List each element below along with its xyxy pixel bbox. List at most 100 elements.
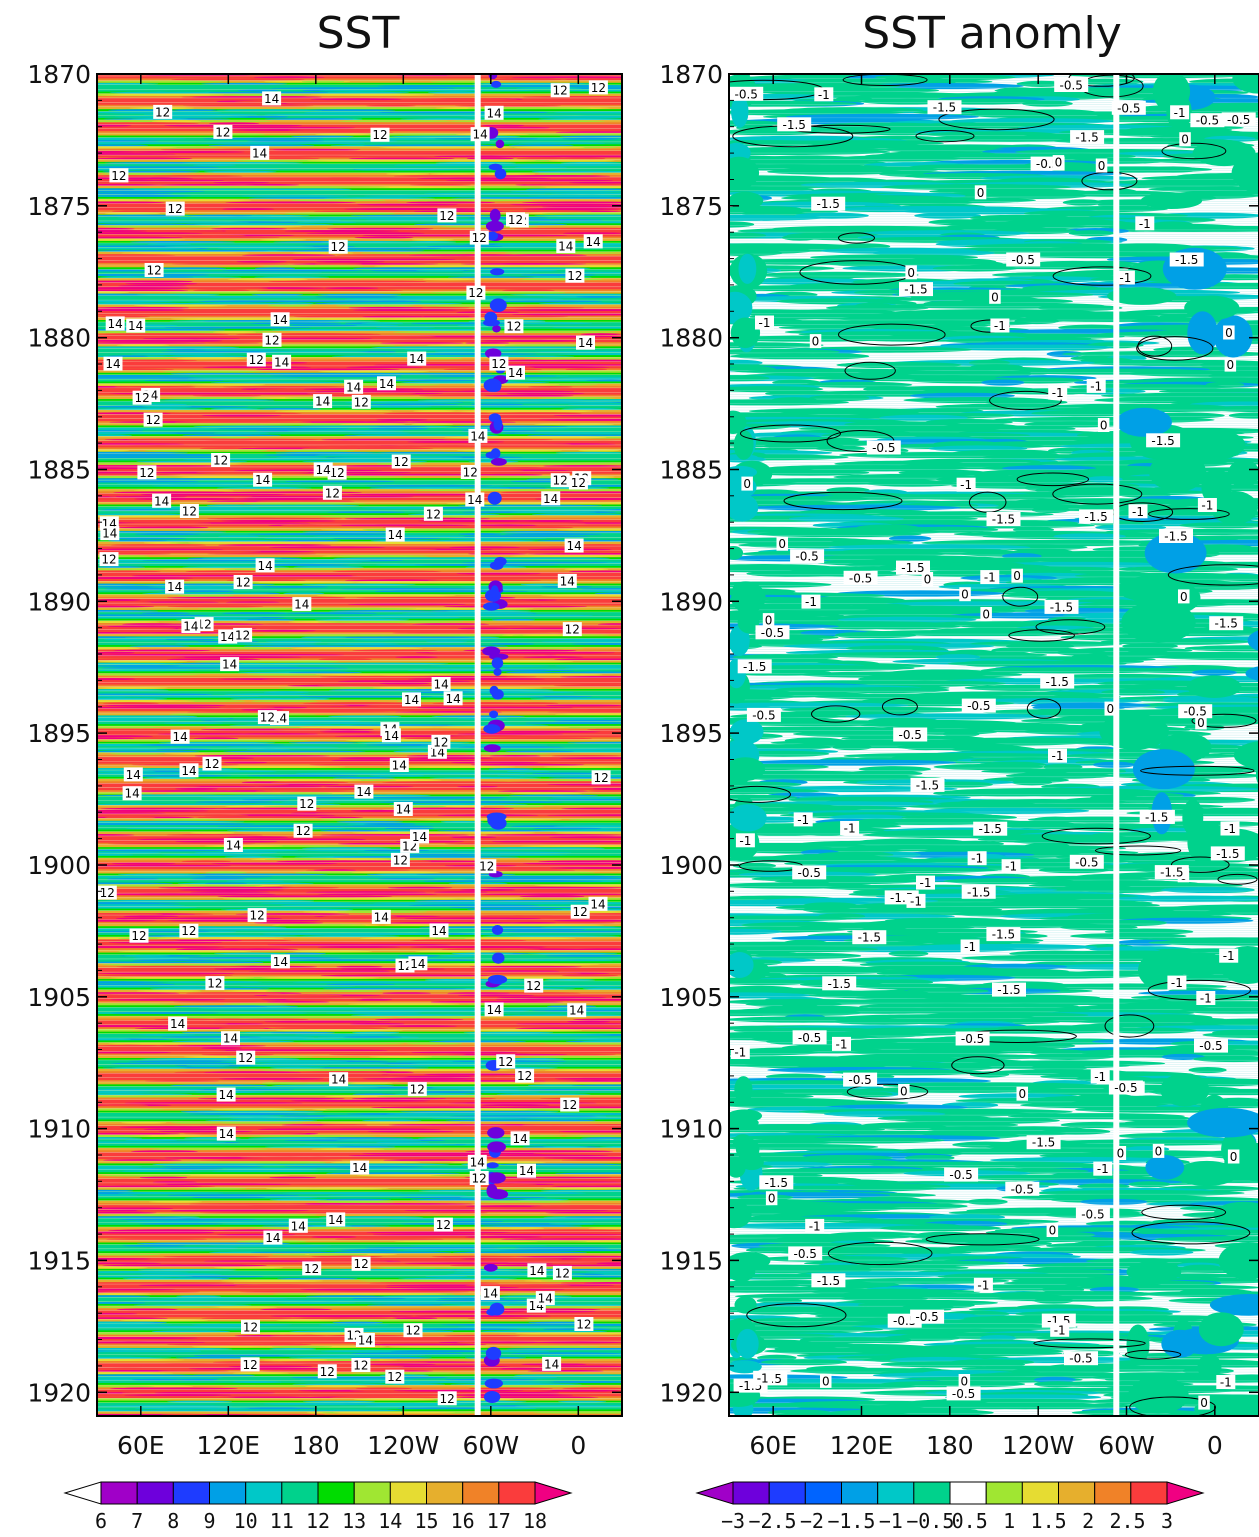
sst-blob	[469, 625, 564, 628]
sst-blob	[301, 80, 345, 83]
anomaly-patch	[729, 232, 767, 239]
sst-blob	[210, 381, 349, 384]
sst-blob	[426, 640, 467, 643]
contour-label: 14	[527, 1263, 547, 1278]
sst-blob	[512, 1376, 558, 1379]
sst-blob	[97, 882, 173, 885]
sst-blob	[332, 776, 395, 779]
y-tick-label: 1880	[27, 324, 91, 353]
contour-label-text: 14	[586, 235, 601, 249]
sst-blob	[293, 566, 351, 569]
colorbar-label: 14	[378, 1509, 402, 1533]
sst-blob	[97, 706, 221, 709]
sst-blob	[102, 963, 190, 966]
contour-label-text: 12	[555, 1266, 570, 1280]
contour-label-text: 14	[486, 106, 501, 120]
sst-blob	[194, 348, 278, 351]
contour-label-text: 14	[379, 377, 394, 391]
sst-blob	[563, 812, 622, 815]
sst-blob	[493, 915, 571, 918]
sst-blob	[101, 361, 208, 364]
sst-blob	[170, 1084, 268, 1087]
sst-band	[97, 651, 622, 655]
y-tick-label: 1920	[27, 1378, 91, 1407]
sst-blob	[97, 269, 163, 272]
sst-blob	[458, 994, 535, 997]
sst-blob	[168, 1214, 317, 1217]
sst-blob	[97, 333, 224, 336]
sst-blob	[203, 1071, 302, 1074]
sst-blob	[384, 445, 527, 448]
sst-blob	[365, 1363, 436, 1366]
colorbar-box	[209, 1481, 247, 1505]
sst-blob	[109, 392, 258, 395]
sst-blob	[97, 631, 158, 634]
colorbar-label: 10	[234, 1509, 258, 1533]
sst-blob	[103, 638, 169, 641]
sst-blob	[450, 1383, 582, 1386]
sst-blob	[528, 888, 622, 891]
sst-blob	[335, 304, 414, 307]
y-tick-label: 1875	[27, 192, 91, 221]
sst-blob	[138, 1284, 238, 1287]
contour-label: 14	[484, 105, 504, 120]
sst-blob	[331, 355, 429, 358]
contour-label: 14	[329, 1072, 349, 1087]
sst-blob	[269, 1315, 415, 1318]
contour-label-text: 12	[235, 628, 250, 642]
sst-blob	[133, 304, 228, 307]
sst-blob	[518, 142, 605, 145]
sst-blob	[400, 241, 457, 244]
sst-blob	[521, 278, 604, 281]
sst-blob	[213, 181, 270, 184]
sst-blob	[374, 590, 438, 593]
sst-blob	[271, 752, 414, 755]
sst-blob	[191, 1196, 266, 1199]
sst-blob	[326, 983, 396, 986]
sst-blob	[284, 480, 395, 483]
sst-blob	[400, 1222, 508, 1225]
sst-blob	[555, 451, 622, 454]
contour-label-text: 12	[331, 240, 346, 254]
sst-blob	[475, 443, 572, 446]
contour-label-text: 14	[569, 1004, 584, 1018]
sst-blob	[414, 563, 559, 566]
sst-band	[97, 190, 622, 194]
sst-blob	[320, 181, 366, 184]
sst-blob	[554, 1172, 622, 1175]
sst-blob	[311, 519, 384, 522]
sst-blob	[213, 331, 256, 334]
sst-blob	[354, 313, 445, 316]
sst-blob	[254, 276, 330, 279]
contour-label: 14	[272, 354, 292, 369]
sst-blob	[97, 673, 201, 676]
sst-blob	[559, 675, 622, 678]
contour-label-text: 12	[440, 1392, 455, 1406]
x-tick-label: 60E	[117, 1431, 165, 1460]
sst-blob	[110, 752, 167, 755]
sst-blob	[521, 1337, 622, 1340]
sst-band	[97, 462, 622, 466]
sst-blob	[392, 153, 538, 156]
sst-blob	[224, 856, 284, 859]
sst-blob	[490, 458, 507, 466]
sst-blob	[97, 1038, 132, 1041]
sst-band	[97, 104, 622, 108]
sst-blob	[100, 1174, 191, 1177]
contour-label: 12	[257, 710, 277, 725]
sst-blob	[283, 592, 325, 595]
contour-label-text: 12	[571, 476, 586, 490]
sst-blob	[97, 972, 235, 975]
sst-blob	[97, 82, 159, 85]
sst-blob	[543, 1145, 588, 1148]
contour-label-text: 14	[433, 678, 448, 692]
chart-title-sst: SST	[317, 8, 400, 59]
sst-blob	[190, 891, 270, 894]
sst-blob	[333, 258, 456, 261]
sst-band	[97, 412, 622, 416]
sst-blob	[161, 1036, 261, 1039]
sst-blob	[97, 1095, 168, 1098]
sst-blob	[324, 1319, 426, 1322]
contour-label: 12	[297, 796, 317, 811]
sst-band	[97, 671, 622, 675]
